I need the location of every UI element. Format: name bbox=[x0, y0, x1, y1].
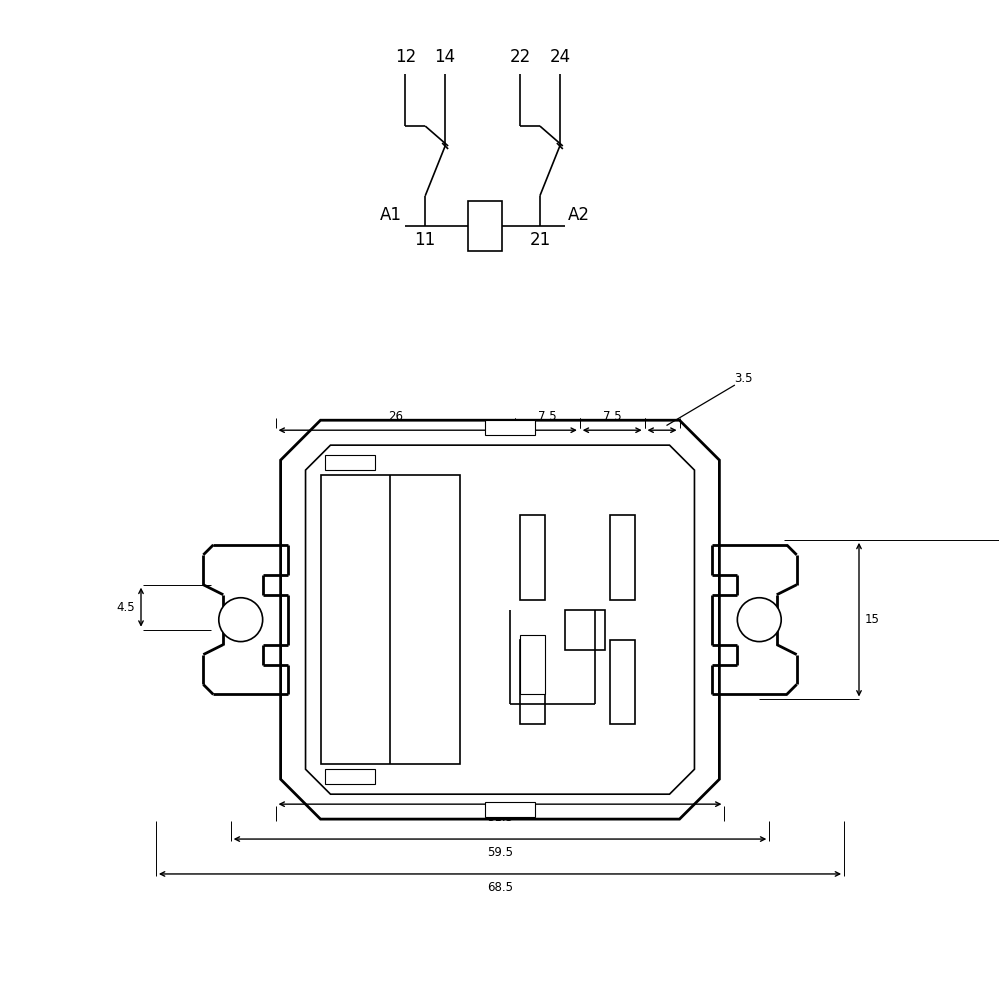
Bar bbox=[485, 420, 535, 435]
Text: 24: 24 bbox=[549, 48, 570, 66]
Bar bbox=[325, 769, 375, 784]
Text: 3.5: 3.5 bbox=[734, 372, 753, 385]
Text: 4.5: 4.5 bbox=[116, 601, 135, 614]
Text: 26: 26 bbox=[388, 410, 403, 423]
Polygon shape bbox=[281, 420, 719, 819]
Polygon shape bbox=[306, 445, 694, 794]
Text: A1: A1 bbox=[380, 206, 402, 224]
Text: A2: A2 bbox=[568, 206, 590, 224]
Text: 68.5: 68.5 bbox=[487, 881, 513, 894]
Bar bbox=[520, 515, 545, 600]
Text: 14: 14 bbox=[435, 48, 456, 66]
Bar bbox=[325, 455, 375, 470]
Text: 15: 15 bbox=[865, 613, 880, 626]
Bar bbox=[468, 201, 502, 251]
Bar bbox=[520, 640, 545, 724]
Text: 21: 21 bbox=[529, 231, 551, 249]
Bar bbox=[520, 635, 545, 694]
Text: 11: 11 bbox=[415, 231, 436, 249]
Circle shape bbox=[219, 598, 263, 642]
Text: 22: 22 bbox=[509, 48, 531, 66]
Text: 51.5: 51.5 bbox=[487, 811, 513, 824]
Circle shape bbox=[737, 598, 781, 642]
Text: 7.5: 7.5 bbox=[538, 410, 557, 423]
Bar bbox=[610, 640, 635, 724]
Text: 59.5: 59.5 bbox=[487, 846, 513, 859]
Bar bbox=[320, 475, 460, 764]
Bar bbox=[610, 515, 635, 600]
Text: 12: 12 bbox=[395, 48, 416, 66]
Text: 7.5: 7.5 bbox=[603, 410, 622, 423]
Bar bbox=[485, 802, 535, 817]
Bar bbox=[565, 610, 605, 650]
